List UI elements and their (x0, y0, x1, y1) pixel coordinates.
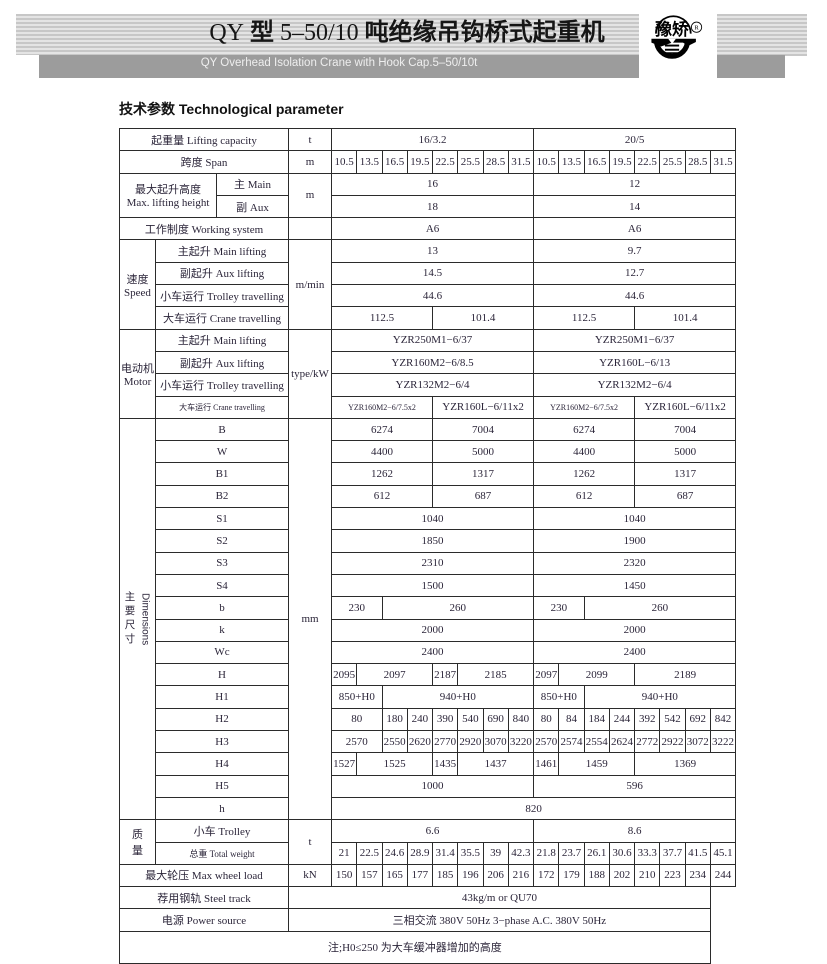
svg-text:R: R (694, 24, 699, 31)
svg-text:豫矫: 豫矫 (655, 19, 689, 39)
